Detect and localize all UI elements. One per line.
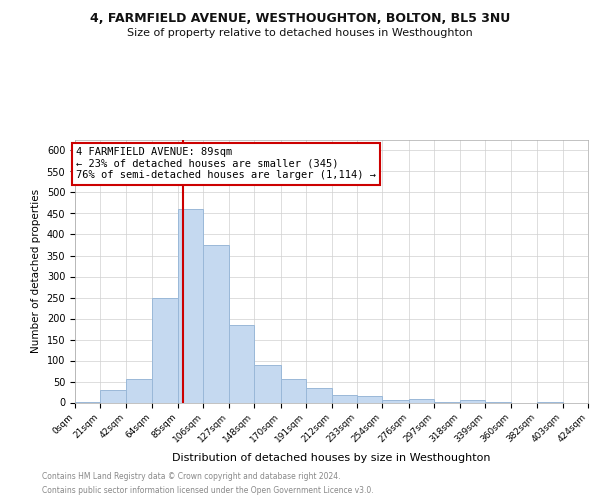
Text: 4, FARMFIELD AVENUE, WESTHOUGHTON, BOLTON, BL5 3NU: 4, FARMFIELD AVENUE, WESTHOUGHTON, BOLTO… — [90, 12, 510, 26]
Text: 4 FARMFIELD AVENUE: 89sqm
← 23% of detached houses are smaller (345)
76% of semi: 4 FARMFIELD AVENUE: 89sqm ← 23% of detac… — [76, 147, 376, 180]
X-axis label: Distribution of detached houses by size in Westhoughton: Distribution of detached houses by size … — [172, 452, 491, 462]
Bar — [382, 400, 409, 402]
Text: Contains HM Land Registry data © Crown copyright and database right 2024.: Contains HM Land Registry data © Crown c… — [42, 472, 341, 481]
Bar — [331, 395, 357, 402]
Bar — [152, 298, 178, 403]
Bar — [126, 380, 152, 402]
Bar — [281, 380, 306, 402]
Bar — [357, 396, 382, 402]
Bar — [306, 388, 331, 402]
Bar — [254, 364, 281, 403]
Bar — [460, 400, 485, 402]
Bar — [229, 325, 254, 402]
Text: Contains public sector information licensed under the Open Government Licence v3: Contains public sector information licen… — [42, 486, 374, 495]
Y-axis label: Number of detached properties: Number of detached properties — [31, 189, 41, 354]
Bar — [178, 210, 203, 402]
Bar — [100, 390, 126, 402]
Text: Size of property relative to detached houses in Westhoughton: Size of property relative to detached ho… — [127, 28, 473, 38]
Bar — [203, 245, 229, 402]
Bar — [409, 399, 434, 402]
